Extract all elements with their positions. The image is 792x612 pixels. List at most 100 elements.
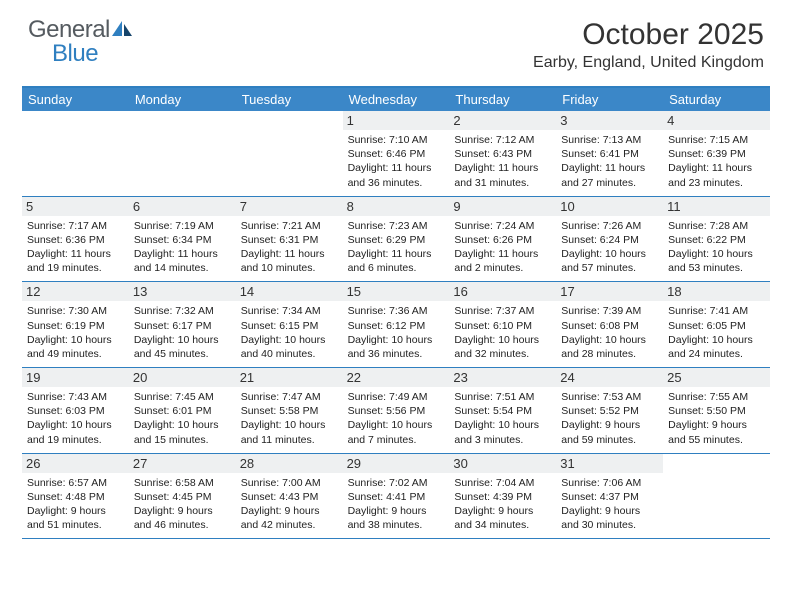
day-number: 28	[236, 454, 343, 473]
calendar: SundayMondayTuesdayWednesdayThursdayFrid…	[22, 86, 770, 539]
day-header: Wednesday	[343, 88, 450, 111]
day-info: Sunrise: 7:19 AMSunset: 6:34 PMDaylight:…	[134, 219, 231, 276]
day-cell: 22 Sunrise: 7:49 AMSunset: 5:56 PMDayligh…	[343, 368, 450, 453]
week-row: 26 Sunrise: 6:57 AMSunset: 4:48 PMDayligh…	[22, 454, 770, 540]
day-cell: 28 Sunrise: 7:00 AMSunset: 4:43 PMDayligh…	[236, 454, 343, 539]
day-number: 2	[449, 111, 556, 130]
day-header: Tuesday	[236, 88, 343, 111]
day-cell: 7Sunrise: 7:21 AMSunset: 6:31 PMDaylight…	[236, 197, 343, 282]
day-cell: 11 Sunrise: 7:28 AMSunset: 6:22 PMDayligh…	[663, 197, 770, 282]
day-cell: 30 Sunrise: 7:04 AMSunset: 4:39 PMDayligh…	[449, 454, 556, 539]
day-cell: 20 Sunrise: 7:45 AMSunset: 6:01 PMDayligh…	[129, 368, 236, 453]
day-number: 3	[556, 111, 663, 130]
day-cell: 10 Sunrise: 7:26 AMSunset: 6:24 PMDayligh…	[556, 197, 663, 282]
day-cell	[663, 454, 770, 539]
day-cell	[22, 111, 129, 196]
day-info: Sunrise: 7:04 AMSunset: 4:39 PMDaylight:…	[454, 476, 551, 533]
day-cell: 15 Sunrise: 7:36 AMSunset: 6:12 PMDayligh…	[343, 282, 450, 367]
day-info: Sunrise: 7:45 AMSunset: 6:01 PMDaylight:…	[134, 390, 231, 447]
day-cell	[129, 111, 236, 196]
day-cell: 19 Sunrise: 7:43 AMSunset: 6:03 PMDayligh…	[22, 368, 129, 453]
day-number: 5	[22, 197, 129, 216]
day-number: 25	[663, 368, 770, 387]
day-number: 20	[129, 368, 236, 387]
day-info: Sunrise: 7:37 AMSunset: 6:10 PMDaylight:…	[454, 304, 551, 361]
day-number: 30	[449, 454, 556, 473]
day-number: 7	[236, 197, 343, 216]
day-header: Sunday	[22, 88, 129, 111]
day-info: Sunrise: 7:15 AMSunset: 6:39 PMDaylight:…	[668, 133, 765, 190]
header: General Blue October 2025 Earby, England…	[0, 0, 792, 80]
day-cell: 27Sunrise: 6:58 AMSunset: 4:45 PMDayligh…	[129, 454, 236, 539]
day-info: Sunrise: 7:17 AMSunset: 6:36 PMDaylight:…	[27, 219, 124, 276]
day-cell: 13 Sunrise: 7:32 AMSunset: 6:17 PMDayligh…	[129, 282, 236, 367]
day-info: Sunrise: 7:13 AMSunset: 6:41 PMDaylight:…	[561, 133, 658, 190]
day-cell: 3 Sunrise: 7:13 AMSunset: 6:41 PMDaylight…	[556, 111, 663, 196]
day-info: Sunrise: 7:47 AMSunset: 5:58 PMDaylight:…	[241, 390, 338, 447]
day-cell: 26 Sunrise: 6:57 AMSunset: 4:48 PMDayligh…	[22, 454, 129, 539]
day-cell: 14 Sunrise: 7:34 AMSunset: 6:15 PMDayligh…	[236, 282, 343, 367]
day-cell: 2 Sunrise: 7:12 AMSunset: 6:43 PMDaylight…	[449, 111, 556, 196]
day-info: Sunrise: 7:41 AMSunset: 6:05 PMDaylight:…	[668, 304, 765, 361]
day-info: Sunrise: 7:24 AMSunset: 6:26 PMDaylight:…	[454, 219, 551, 276]
day-info: Sunrise: 7:12 AMSunset: 6:43 PMDaylight:…	[454, 133, 551, 190]
day-cell: 12 Sunrise: 7:30 AMSunset: 6:19 PMDayligh…	[22, 282, 129, 367]
logo-text-blue: Blue	[28, 42, 133, 66]
day-number: 26	[22, 454, 129, 473]
day-info: Sunrise: 7:02 AMSunset: 4:41 PMDaylight:…	[348, 476, 445, 533]
day-cell: 24Sunrise: 7:53 AMSunset: 5:52 PMDayligh…	[556, 368, 663, 453]
day-number: 1	[343, 111, 450, 130]
day-info: Sunrise: 6:57 AMSunset: 4:48 PMDaylight:…	[27, 476, 124, 533]
day-number: 8	[343, 197, 450, 216]
page-title: October 2025	[533, 18, 764, 52]
day-info: Sunrise: 6:58 AMSunset: 4:45 PMDaylight:…	[134, 476, 231, 533]
day-info: Sunrise: 7:32 AMSunset: 6:17 PMDaylight:…	[134, 304, 231, 361]
day-info: Sunrise: 7:00 AMSunset: 4:43 PMDaylight:…	[241, 476, 338, 533]
day-number: 17	[556, 282, 663, 301]
day-number: 19	[22, 368, 129, 387]
day-number: 15	[343, 282, 450, 301]
day-info: Sunrise: 7:28 AMSunset: 6:22 PMDaylight:…	[668, 219, 765, 276]
week-row: 12 Sunrise: 7:30 AMSunset: 6:19 PMDayligh…	[22, 282, 770, 368]
day-cell: 4 Sunrise: 7:15 AMSunset: 6:39 PMDaylight…	[663, 111, 770, 196]
day-info: Sunrise: 7:26 AMSunset: 6:24 PMDaylight:…	[561, 219, 658, 276]
day-cell: 31Sunrise: 7:06 AMSunset: 4:37 PMDayligh…	[556, 454, 663, 539]
day-number: 21	[236, 368, 343, 387]
logo-text-general: General	[28, 18, 110, 42]
day-cell: 5 Sunrise: 7:17 AMSunset: 6:36 PMDaylight…	[22, 197, 129, 282]
day-number: 11	[663, 197, 770, 216]
day-cell: 23Sunrise: 7:51 AMSunset: 5:54 PMDayligh…	[449, 368, 556, 453]
day-info: Sunrise: 7:36 AMSunset: 6:12 PMDaylight:…	[348, 304, 445, 361]
day-header: Friday	[556, 88, 663, 111]
day-number: 6	[129, 197, 236, 216]
day-number: 10	[556, 197, 663, 216]
day-number: 16	[449, 282, 556, 301]
day-cell: 1Sunrise: 7:10 AMSunset: 6:46 PMDaylight…	[343, 111, 450, 196]
day-number: 22	[343, 368, 450, 387]
day-info: Sunrise: 7:39 AMSunset: 6:08 PMDaylight:…	[561, 304, 658, 361]
day-info: Sunrise: 7:30 AMSunset: 6:19 PMDaylight:…	[27, 304, 124, 361]
day-cell: 18Sunrise: 7:41 AMSunset: 6:05 PMDayligh…	[663, 282, 770, 367]
day-cell: 9 Sunrise: 7:24 AMSunset: 6:26 PMDaylight…	[449, 197, 556, 282]
day-info: Sunrise: 7:23 AMSunset: 6:29 PMDaylight:…	[348, 219, 445, 276]
day-header: Saturday	[663, 88, 770, 111]
weeks-container: 1Sunrise: 7:10 AMSunset: 6:46 PMDaylight…	[22, 111, 770, 539]
day-number: 4	[663, 111, 770, 130]
day-number: 9	[449, 197, 556, 216]
day-number: 13	[129, 282, 236, 301]
day-cell: 17 Sunrise: 7:39 AMSunset: 6:08 PMDayligh…	[556, 282, 663, 367]
logo-sail-icon	[111, 20, 133, 42]
day-number: 14	[236, 282, 343, 301]
day-headers-row: SundayMondayTuesdayWednesdayThursdayFrid…	[22, 88, 770, 111]
day-number: 12	[22, 282, 129, 301]
day-info: Sunrise: 7:34 AMSunset: 6:15 PMDaylight:…	[241, 304, 338, 361]
day-cell: 21 Sunrise: 7:47 AMSunset: 5:58 PMDayligh…	[236, 368, 343, 453]
day-number: 31	[556, 454, 663, 473]
day-cell: 6 Sunrise: 7:19 AMSunset: 6:34 PMDaylight…	[129, 197, 236, 282]
location-label: Earby, England, United Kingdom	[533, 54, 764, 72]
week-row: 5 Sunrise: 7:17 AMSunset: 6:36 PMDaylight…	[22, 197, 770, 283]
day-info: Sunrise: 7:49 AMSunset: 5:56 PMDaylight:…	[348, 390, 445, 447]
day-info: Sunrise: 7:43 AMSunset: 6:03 PMDaylight:…	[27, 390, 124, 447]
day-info: Sunrise: 7:51 AMSunset: 5:54 PMDaylight:…	[454, 390, 551, 447]
day-info: Sunrise: 7:55 AMSunset: 5:50 PMDaylight:…	[668, 390, 765, 447]
